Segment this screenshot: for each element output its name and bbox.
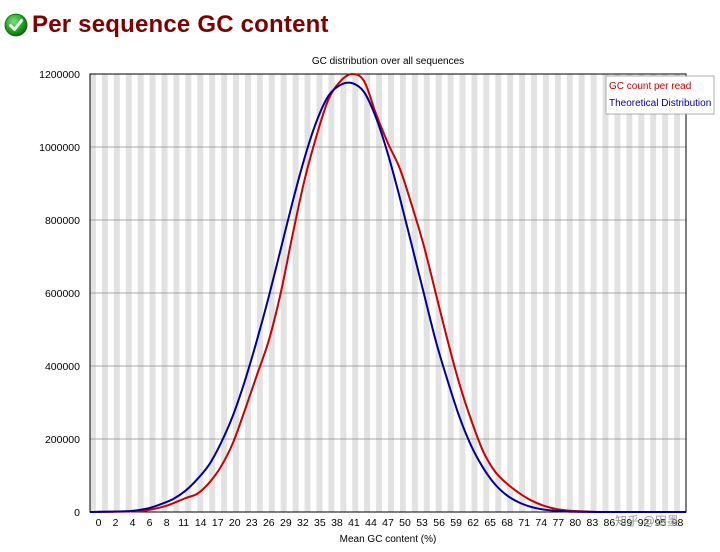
x-tick-label: 35 <box>314 517 326 529</box>
y-axis-ticks: 0 200000 400000 600000 800000 1000000 1200000 <box>39 69 80 519</box>
x-tick-label: 50 <box>399 517 411 529</box>
x-tick-label: 95 <box>655 517 667 529</box>
x-tick-label: 68 <box>501 517 513 529</box>
x-tick-label: 65 <box>484 517 496 529</box>
x-tick-label: 59 <box>450 517 462 529</box>
x-tick-label: 83 <box>586 517 598 529</box>
x-axis-title: Mean GC content (%) <box>340 534 437 545</box>
chart-title: GC distribution over all sequences <box>312 56 464 67</box>
y-tick-label: 600000 <box>45 288 80 300</box>
x-axis-ticks: 0 2 4 6 8 11 14 17 20 23 26 29 32 35 38 41 44 47 50 53 56 59 6… <box>96 517 684 529</box>
gc-count-per-read-line <box>89 73 687 514</box>
legend: GC count per read Theoretical Distributio… <box>605 75 715 115</box>
legend-entry: Theoretical Distribution <box>609 98 711 109</box>
x-tick-label: 41 <box>348 517 360 529</box>
x-tick-label: 8 <box>164 517 170 529</box>
x-tick-label: 29 <box>280 517 292 529</box>
x-tick-label: 47 <box>382 517 394 529</box>
legend-entry: GC count per read <box>609 81 691 92</box>
watermark: 知乎 @田墨 <box>615 514 679 528</box>
x-tick-label: 20 <box>229 517 241 529</box>
x-tick-label: 92 <box>638 517 650 529</box>
y-tick-label: 0 <box>74 507 80 519</box>
x-tick-label: 14 <box>195 517 207 529</box>
x-tick-label: 98 <box>672 517 684 529</box>
gc-distribution-chart: 020000040000060000080000010000001200000 … <box>39 56 715 545</box>
pass-check-icon <box>4 13 28 37</box>
plot-frame <box>89 73 687 513</box>
page-title: Per sequence GC content <box>32 11 329 38</box>
x-tick-label: 11 <box>178 517 189 529</box>
x-tick-label: 62 <box>467 517 479 529</box>
x-tick-label: 56 <box>433 517 445 529</box>
x-tick-label: 6 <box>147 517 153 529</box>
x-tick-label: 86 <box>604 517 616 529</box>
y-tick-label: 1200000 <box>39 69 80 81</box>
series-lines <box>89 73 687 514</box>
x-tick-label: 80 <box>569 517 581 529</box>
x-tick-label: 71 <box>518 517 530 529</box>
x-tick-label: 77 <box>552 517 564 529</box>
x-tick-label: 26 <box>263 517 275 529</box>
x-tick-label: 89 <box>621 517 633 529</box>
x-tick-label: 32 <box>297 517 309 529</box>
y-tick-label: 400000 <box>45 361 80 373</box>
x-tick-label: 2 <box>113 517 119 529</box>
y-tick-label: 800000 <box>45 215 80 227</box>
x-tick-label: 4 <box>130 517 136 529</box>
x-tick-label: 17 <box>212 517 224 529</box>
x-tick-label: 0 <box>96 517 102 529</box>
theoretical-distribution-line <box>89 81 687 514</box>
y-tick-label: 1000000 <box>39 142 80 154</box>
module-header: Per sequence GC content <box>4 8 329 42</box>
x-tick-label: 44 <box>365 517 377 529</box>
legend-box <box>605 75 715 115</box>
x-tick-label: 23 <box>246 517 258 529</box>
x-tick-label: 74 <box>535 517 547 529</box>
y-tick-label: 200000 <box>45 434 80 446</box>
x-tick-label: 53 <box>416 517 428 529</box>
x-tick-label: 38 <box>331 517 343 529</box>
